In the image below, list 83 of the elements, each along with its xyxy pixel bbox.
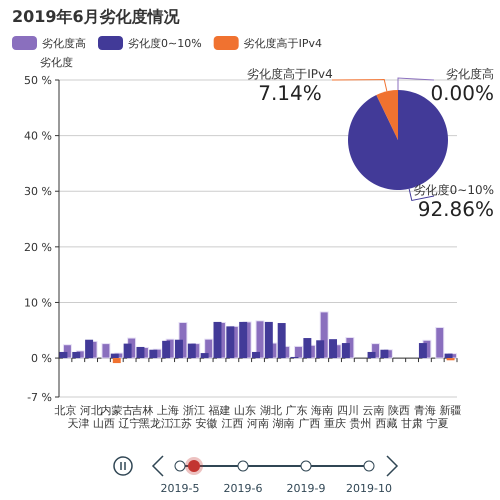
x-tick-label: 江西: [221, 417, 244, 430]
bar: [124, 344, 132, 358]
x-tick-label: 江苏: [170, 417, 192, 430]
slice-label: 劣化度高于IPv4: [247, 67, 333, 81]
bar: [112, 358, 121, 364]
y-tick-label: -7 %: [27, 391, 52, 404]
x-tick-label: 黑龙江: [138, 417, 172, 430]
bar: [110, 354, 119, 358]
data-label: 7.14%: [258, 81, 322, 105]
y-tick-label: 20 %: [24, 240, 52, 254]
x-tick-label: 湖南: [272, 417, 295, 430]
bar: [303, 338, 312, 358]
slice-label: 劣化度0~10%: [414, 183, 494, 197]
category-label: 2019-10: [346, 482, 392, 495]
x-tick-label: 四川: [336, 404, 359, 417]
bar: [342, 343, 350, 358]
x-tick-label: 天津: [67, 417, 90, 430]
bar: [85, 340, 94, 358]
bar: [239, 322, 248, 358]
bar: [435, 326, 444, 359]
legend-label: 劣化度高: [42, 37, 86, 50]
category-label: 2019-9: [286, 482, 326, 495]
x-tick-label: 湖北: [260, 404, 282, 417]
x-tick-label: 北京: [54, 404, 76, 417]
chart-title: 2019年6月劣化度情况: [12, 7, 181, 26]
bar: [136, 346, 144, 358]
bar: [252, 352, 260, 358]
x-tick-label: 广西: [298, 417, 320, 430]
x-tick-label: 贵州: [350, 417, 372, 430]
bar: [444, 354, 453, 358]
x-tick-label: 上海: [157, 404, 180, 417]
bar: [214, 322, 222, 358]
x-tick-label: 云南: [362, 404, 385, 417]
y-tick-label: 30 %: [24, 185, 52, 198]
category-label: 2019-6: [224, 482, 262, 495]
bar: [264, 322, 273, 358]
bar: [72, 352, 80, 358]
bar: [278, 323, 286, 358]
bar: [316, 340, 324, 358]
bar: [368, 352, 376, 358]
x-tick-label: 陕西: [388, 404, 410, 417]
x-tick-label: 西藏: [375, 417, 398, 430]
category-label: 劣化度高: [446, 67, 494, 81]
y-tick-label: 40 %: [24, 130, 52, 143]
bar: [174, 340, 183, 358]
text: 0.00%: [430, 81, 494, 105]
x-tick-label: 浙江: [182, 404, 205, 417]
x-tick-label: 甘肃: [401, 417, 424, 430]
x-tick-label: 安徽: [196, 417, 218, 430]
bar: [101, 343, 110, 359]
bar: [59, 352, 68, 358]
bar: [294, 346, 303, 359]
bar: [329, 339, 338, 358]
y-tick-label: 0 %: [31, 352, 52, 366]
bar: [162, 340, 170, 358]
bar: [226, 326, 234, 358]
legend-label: 劣化度0~10%: [128, 37, 202, 50]
x-tick-label: 内蒙古: [100, 404, 134, 417]
x-tick-label: 福建: [208, 404, 230, 417]
x-tick-label: 青海: [414, 404, 436, 417]
y-tick-label: 10 %: [24, 296, 52, 310]
x-tick-label: 河南: [247, 417, 269, 430]
bar: [256, 320, 264, 359]
bar: [418, 343, 427, 358]
x-tick-label: 山东: [234, 404, 256, 417]
y-tick-label: 50 %: [24, 74, 52, 87]
bar: [149, 350, 158, 358]
x-tick-label: 宁夏: [426, 417, 449, 430]
x-tick-label: 吉林: [131, 404, 154, 417]
x-tick-label: 重庆: [324, 417, 346, 430]
bar: [200, 353, 209, 358]
x-tick-label: 新疆: [440, 404, 462, 417]
bar: [380, 350, 388, 358]
x-tick-label: 海南: [311, 404, 334, 417]
bar: [188, 344, 196, 358]
legend-label: 劣化度高于IPv4: [244, 37, 322, 50]
y-axis-title: 劣化度: [40, 56, 73, 69]
x-tick-label: 山西: [92, 417, 115, 430]
x-tick-label: 广东: [286, 404, 308, 417]
x-tick-label: 辽宁: [118, 417, 141, 430]
x-tick-label: 河北: [80, 404, 102, 417]
category-label: 2019-5: [160, 482, 200, 495]
data-label: 92.86%: [418, 197, 494, 221]
